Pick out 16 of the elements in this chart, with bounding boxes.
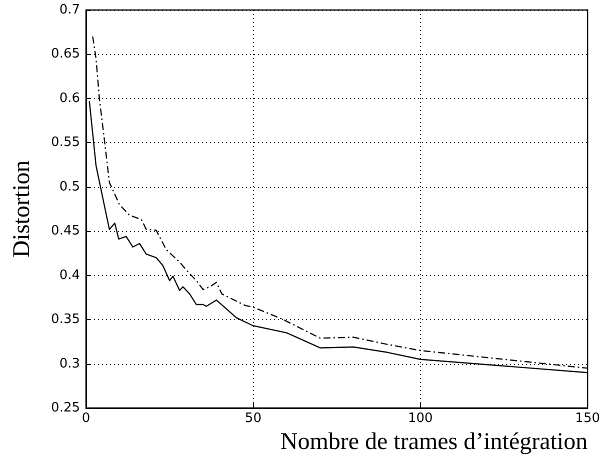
x-tick-label: 0: [82, 411, 90, 426]
y-tick-label: 0.25: [51, 400, 80, 416]
y-tick-label: 0.65: [51, 46, 80, 62]
y-tick-label: 0.4: [59, 268, 80, 283]
y-tick-label: 0.3: [59, 356, 80, 372]
y-tick-label: 0.5: [59, 179, 80, 194]
x-axis-title: Nombre de trames d’intégration: [280, 429, 588, 455]
x-tick-label: 150: [575, 411, 600, 426]
x-tick-label: 50: [244, 411, 262, 426]
y-tick-label: 0.55: [51, 135, 80, 150]
y-tick-label: 0.45: [51, 224, 80, 239]
y-tick-label: 0.35: [51, 312, 80, 328]
x-tick-label: 100: [408, 411, 433, 426]
y-axis-title: Distortion: [9, 160, 35, 258]
y-tick-label: 0.6: [59, 90, 80, 106]
y-tick-label: 0.7: [59, 2, 80, 18]
